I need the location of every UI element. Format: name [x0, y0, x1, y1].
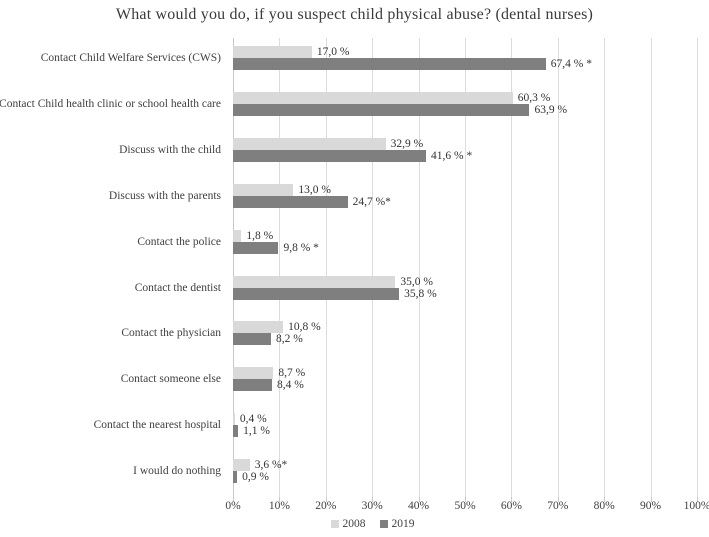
bar-2019 [233, 103, 530, 116]
x-axis-tick [697, 497, 698, 502]
y-axis-line [233, 38, 234, 497]
value-label-2008: 0,4 % [239, 413, 267, 426]
legend-label-2008: 2008 [342, 518, 366, 530]
bar-2008 [233, 321, 284, 334]
value-label-2008: 35,0 % [400, 275, 433, 288]
value-label-2019: 0,9 % [242, 471, 270, 484]
bar-2019 [233, 58, 546, 70]
grid-line [604, 38, 606, 497]
grid-line [418, 38, 420, 497]
legend-item-2019: 2019 [379, 518, 415, 530]
category-label: Contact Child health clinic or school he… [0, 97, 221, 110]
x-axis-tick-label: 100% [683, 500, 709, 512]
value-label-2019: 1,1 % [243, 425, 270, 438]
bar-2019 [233, 149, 427, 162]
bar-2008 [233, 275, 396, 288]
grid-line [557, 38, 559, 497]
grid-line [511, 38, 513, 497]
value-label-2008: 17,0 % [316, 46, 350, 58]
value-label-2019: 35,8 % [404, 287, 437, 300]
bar-2019 [233, 379, 272, 392]
x-axis-tick-label: 60% [500, 500, 522, 512]
value-label-2019: 41,6 % * [431, 149, 473, 162]
category-label: Contact someone else [120, 373, 221, 386]
bar-2008 [233, 183, 294, 196]
x-axis-tick [604, 497, 606, 502]
x-axis-tick-label: 10% [268, 500, 290, 512]
x-axis-tick-label: 70% [547, 500, 569, 512]
category-label: I would do nothing [133, 465, 221, 478]
category-label: Contact the police [137, 235, 221, 248]
bar-2019 [233, 425, 239, 438]
bar-2008 [233, 413, 235, 426]
x-axis-tick-label: 40% [408, 500, 430, 512]
x-axis-tick-label: 80% [593, 500, 615, 512]
bar-2008 [233, 459, 250, 472]
grid-line [650, 38, 652, 497]
category-label: Discuss with the child [119, 143, 221, 156]
x-axis-tick [233, 497, 234, 502]
bar-2008 [233, 137, 386, 150]
category-label: Contact the physician [121, 327, 221, 340]
grid-line [465, 38, 466, 497]
value-label-2019: 63,9 % [534, 103, 568, 116]
legend-swatch-2008 [330, 520, 339, 528]
plot-area: 17,0 % 67,4 % * 60,3 % 63,9 % 32,9 % 41,6 % *… [233, 38, 698, 502]
bar-2008 [233, 367, 274, 380]
chart-title: What would you do, if you suspect child … [115, 6, 594, 23]
value-label-2008: 32,9 % [390, 137, 424, 150]
value-label-2008: 1,8 % [246, 229, 274, 242]
x-axis-tick-label: 0% [225, 500, 241, 512]
x-axis-tick-labels: 0% 10% 20% 30% 40% 50% 60% 70% 80% 90% 100% [225, 500, 709, 514]
bar-2019 [233, 333, 272, 346]
grid-line [279, 38, 281, 497]
value-label-2008: 10,8 % [288, 321, 321, 334]
x-axis-tick [557, 497, 559, 502]
value-label-2019: 9,8 % * [283, 241, 319, 254]
value-label-2019: 8,4 % [276, 379, 304, 392]
bar-2008 [233, 229, 242, 242]
legend: 2008 2019 [18, 518, 709, 530]
category-axis: Contact Child Welfare Services (CWS) Cont… [0, 38, 227, 497]
x-axis-tick [372, 497, 374, 502]
legend-item-2008: 2008 [330, 518, 366, 530]
x-axis-tick-label: 90% [640, 500, 662, 512]
category-label: Contact the nearest hospital [93, 419, 221, 432]
category-label: Contact the dentist [134, 281, 221, 294]
bar-2019 [233, 471, 238, 484]
bar-2019 [233, 241, 279, 254]
x-axis-tick [650, 497, 652, 502]
bar-2019 [233, 195, 348, 208]
bar-2008 [233, 91, 513, 104]
x-axis-tick [279, 497, 281, 502]
value-label-2008: 3,6 %* [254, 459, 288, 472]
x-axis-tick [465, 497, 466, 502]
category-label: Contact Child Welfare Services (CWS) [40, 52, 221, 64]
value-label-2019: 67,4 % * [550, 58, 592, 70]
value-label-2008: 8,7 % [278, 367, 306, 380]
grid-line [325, 38, 327, 497]
legend-label-2019: 2019 [391, 518, 415, 530]
grid-line [697, 38, 698, 497]
legend-swatch-2019 [379, 520, 388, 528]
x-axis-tick-label: 50% [454, 500, 476, 512]
bar-2008 [233, 46, 312, 58]
x-axis-tick [511, 497, 513, 502]
x-axis-tick-label: 30% [361, 500, 383, 512]
value-label-2019: 24,7 %* [352, 195, 391, 208]
bar-2019 [233, 287, 400, 300]
x-axis-tick-label: 20% [315, 500, 337, 512]
value-label-2019: 8,2 % [276, 333, 303, 346]
category-label: Discuss with the parents [108, 189, 221, 202]
x-axis-tick [418, 497, 420, 502]
value-label-2008: 13,0 % [298, 183, 331, 196]
value-label-2008: 60,3 % [517, 91, 551, 104]
grid-line [372, 38, 374, 497]
x-axis-tick [325, 497, 327, 502]
